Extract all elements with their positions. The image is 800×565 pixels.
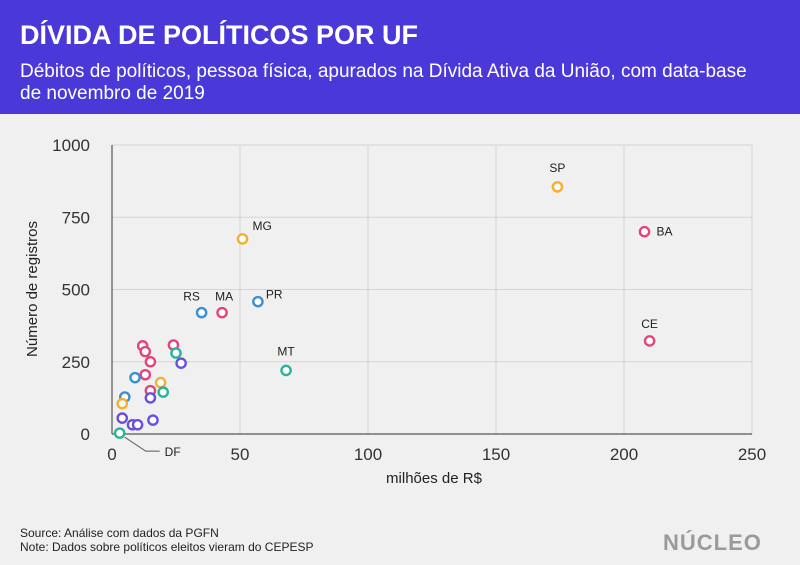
scatter-point <box>116 412 129 424</box>
scatter-point <box>175 357 187 369</box>
scatter-point <box>144 392 157 404</box>
scatter-point <box>157 386 169 398</box>
x-axis-label: milhões de R$ <box>386 470 483 487</box>
df-leader-line <box>124 436 160 452</box>
x-tick-label: 100 <box>354 445 382 464</box>
page-title: DÍVIDA DE POLÍTICOS POR UF <box>20 20 419 50</box>
scatter-point <box>236 233 249 245</box>
header-banner: DÍVIDA DE POLÍTICOS POR UF Débitos de po… <box>0 0 800 114</box>
scatter-point <box>195 306 208 319</box>
scatter-point <box>638 225 651 238</box>
y-axis-label: Número de registros <box>24 221 41 357</box>
scatter-point <box>551 181 564 193</box>
chart-axes <box>111 145 752 435</box>
x-tick-label: 0 <box>107 445 116 464</box>
nucleo-logo: NÚCLEO <box>663 530 762 555</box>
x-tick-label: 50 <box>231 445 250 464</box>
point-label: BA <box>656 225 672 239</box>
footer-notes: Source: Análise com dados da PGFN Note: … <box>20 526 313 554</box>
y-tick-label: 1000 <box>52 136 90 155</box>
tick-labels: 0 50 100 150 200 250 0 250 500 750 1000 <box>52 136 766 464</box>
point-label: RS <box>183 290 200 304</box>
scatter-chart: 0 50 100 150 200 250 0 250 500 750 1000 SP BA MG PR RS… <box>24 136 766 487</box>
point-labels: SP BA MG PR RS MA CE MT DF <box>165 161 673 459</box>
scatter-point <box>131 418 144 431</box>
point-label: PR <box>266 288 283 302</box>
y-tick-label: 250 <box>62 353 90 372</box>
point-label: SP <box>549 161 565 175</box>
source-note: Source: Análise com dados da PGFN <box>20 526 219 540</box>
x-tick-label: 150 <box>482 445 510 464</box>
scatter-point <box>154 376 167 389</box>
data-note: Note: Dados sobre políticos eleitos vier… <box>20 540 314 554</box>
scatter-point <box>113 427 126 439</box>
x-tick-label: 200 <box>610 445 638 464</box>
scatter-point <box>252 295 264 308</box>
y-tick-label: 500 <box>62 281 90 300</box>
scatter-point <box>216 306 228 319</box>
scatter-point <box>139 368 152 381</box>
scatter-point <box>170 347 182 359</box>
point-label: MT <box>277 344 295 358</box>
label-leader-lines <box>124 436 160 452</box>
point-label: DF <box>165 445 181 459</box>
scatter-point <box>129 371 141 384</box>
scatter-point <box>147 414 159 426</box>
chart-grid <box>112 144 753 434</box>
data-points <box>113 181 656 439</box>
page-subtitle: Débitos de políticos, pessoa física, apu… <box>20 61 747 104</box>
scatter-point <box>116 397 129 410</box>
y-tick-label: 750 <box>62 208 90 227</box>
scatter-point <box>280 364 292 377</box>
point-label: MG <box>253 219 272 233</box>
scatter-point <box>643 335 656 347</box>
scatter-point <box>144 355 157 368</box>
point-label: CE <box>641 317 658 331</box>
x-tick-label: 250 <box>738 445 766 464</box>
y-tick-label: 0 <box>81 425 90 444</box>
scatter-point <box>139 345 152 358</box>
point-label: MA <box>215 290 233 304</box>
